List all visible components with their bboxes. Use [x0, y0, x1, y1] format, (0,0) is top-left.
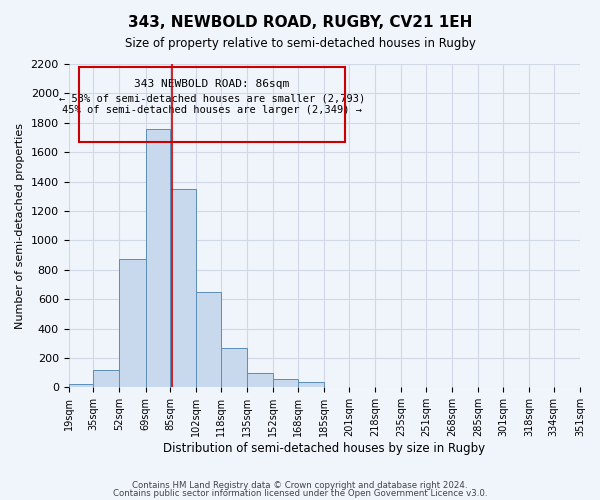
Text: 343 NEWBOLD ROAD: 86sqm: 343 NEWBOLD ROAD: 86sqm: [134, 78, 289, 88]
Bar: [221, 348, 247, 388]
Text: Size of property relative to semi-detached houses in Rugby: Size of property relative to semi-detach…: [125, 38, 475, 51]
Text: ← 53% of semi-detached houses are smaller (2,793)
45% of semi-detached houses ar: ← 53% of semi-detached houses are smalle…: [59, 93, 365, 114]
Bar: [68, 384, 93, 388]
Bar: [119, 260, 146, 388]
Text: Contains HM Land Registry data © Crown copyright and database right 2024.: Contains HM Land Registry data © Crown c…: [132, 481, 468, 490]
Bar: [298, 382, 324, 388]
Bar: [170, 189, 196, 388]
Bar: [274, 380, 298, 388]
Text: Contains public sector information licensed under the Open Government Licence v3: Contains public sector information licen…: [113, 488, 487, 498]
Y-axis label: Number of semi-detached properties: Number of semi-detached properties: [15, 122, 25, 328]
X-axis label: Distribution of semi-detached houses by size in Rugby: Distribution of semi-detached houses by …: [163, 442, 485, 455]
Bar: [93, 370, 119, 388]
Bar: [146, 128, 170, 388]
Text: 343, NEWBOLD ROAD, RUGBY, CV21 1EH: 343, NEWBOLD ROAD, RUGBY, CV21 1EH: [128, 15, 472, 30]
Bar: [196, 292, 221, 388]
Bar: [247, 372, 274, 388]
